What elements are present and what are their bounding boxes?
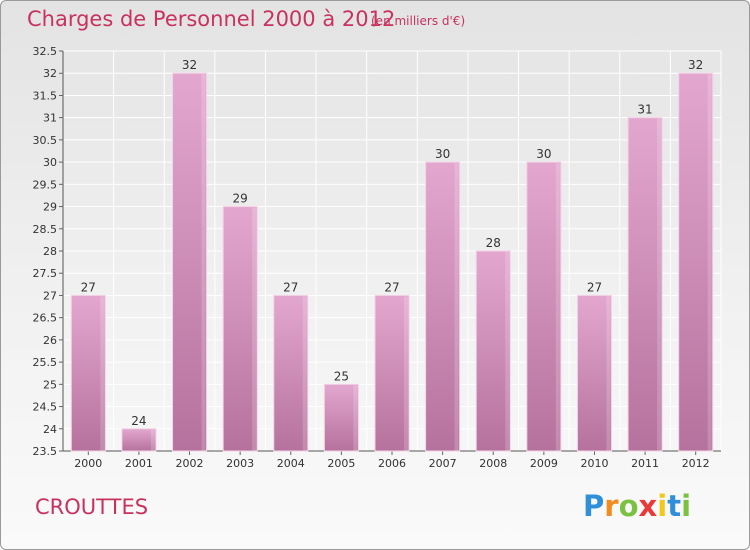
y-tick-label: 31 [43,112,57,125]
bar-value-label: 29 [233,192,248,206]
bar-highlight [201,74,206,451]
labels: 23.5 24 24.5 25 25.5 26 26.5 27 27.5 28 28.5 29 29.5… [33,45,710,470]
y-tick-label: 28.5 [33,223,58,236]
y-tick-label: 29 [43,201,57,214]
chart-title: Charges de Personnel 2000 à 2012 [27,7,396,31]
bar-value-label: 32 [182,58,197,72]
bar-value-label: 27 [81,280,96,294]
y-tick-label: 28 [43,245,57,258]
bar-highlight [454,163,459,451]
bar-highlight [505,252,510,451]
y-tick-label: 32 [43,67,57,80]
x-tick-label: 2003 [226,457,254,470]
x-tick-label: 2008 [479,457,507,470]
x-tick-label: 2000 [74,457,102,470]
logo-letter: t [667,489,682,523]
x-tick-label: 2004 [277,457,305,470]
logo-letter: i [657,489,668,523]
bar-value-label: 31 [637,103,652,117]
y-tick-label: 24 [43,423,57,436]
x-tick-label: 2005 [327,457,355,470]
bar-highlight [404,296,408,451]
x-tick-label: 2007 [429,457,457,470]
bar-highlight [707,74,712,451]
bar-value-label: 24 [131,414,146,428]
bar [222,206,258,452]
bar-value-label: 30 [435,147,450,161]
x-tick-label: 2002 [176,457,204,470]
y-tick-label: 27.5 [33,267,58,280]
y-tick-label: 25 [43,378,57,391]
proxiti-logo[interactable]: Proxiti [583,489,691,523]
y-tick-label: 23.5 [33,445,58,458]
bar [374,294,410,452]
bar-highlight [100,296,105,451]
x-tick-label: 2006 [378,457,406,470]
bar [627,117,663,452]
bar-highlight [252,207,257,451]
bar-value-label: 27 [283,280,298,294]
bar [475,250,511,452]
bar-highlight [302,296,307,451]
y-tick-label: 30.5 [33,134,58,147]
bar [323,383,359,452]
y-tick-label: 25.5 [33,356,58,369]
logo-letter: P [583,489,605,523]
y-tick-label: 29.5 [33,178,58,191]
bar [172,72,208,452]
y-tick-label: 26.5 [33,312,58,325]
x-tick-label: 2001 [125,457,153,470]
bar-highlight [150,429,155,451]
bar-highlight [353,385,358,451]
y-tick-label: 24.5 [33,401,58,414]
bar-highlight [555,163,560,451]
bar [526,161,562,452]
x-tick-label: 2009 [530,457,558,470]
bar-value-label: 25 [334,369,349,383]
bar-value-label: 28 [486,236,501,250]
bar [425,161,461,452]
bar [576,294,612,452]
x-tick-label: 2012 [682,457,710,470]
bar-value-label: 32 [688,58,703,72]
logo-letter: r [604,489,619,523]
chart-subtitle: (en milliers d'€) [371,14,466,28]
bar-highlight [657,118,662,452]
bar [273,294,309,452]
y-tick-label: 31.5 [33,89,58,102]
logo-letter: x [638,489,658,523]
x-tick-label: 2010 [580,457,608,470]
logo-letter: o [618,489,639,523]
bar-value-label: 27 [587,280,602,294]
commune-name: CROUTTES [35,495,149,519]
y-tick-label: 30 [43,156,57,169]
bar-value-label: 30 [536,147,551,161]
bar [70,294,106,452]
y-tick-label: 32.5 [33,45,58,58]
y-tick-label: 26 [43,334,57,347]
bars [70,72,714,452]
bar [678,72,714,452]
logo-letter: i [681,489,692,523]
bar-highlight [606,296,611,451]
bar-value-label: 27 [384,280,399,294]
bar [121,428,157,452]
x-tick-label: 2011 [631,457,659,470]
y-tick-label: 27 [43,289,57,302]
